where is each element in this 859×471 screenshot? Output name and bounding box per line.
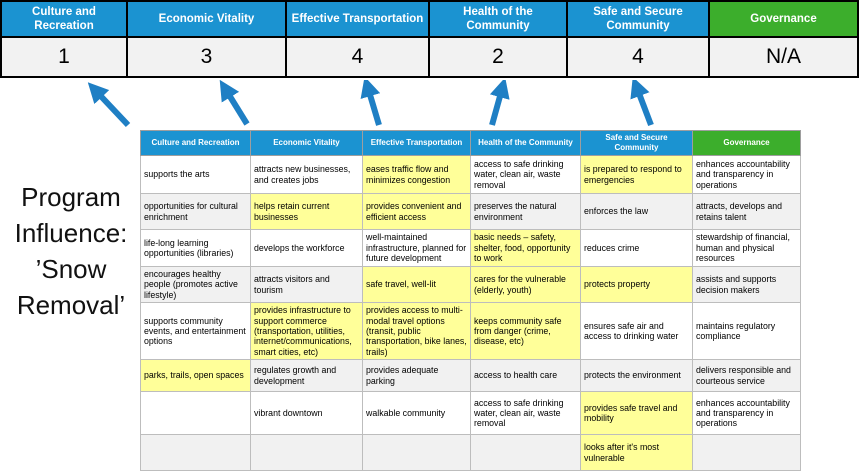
matrix-cell-highlighted: safe travel, well-lit: [362, 265, 471, 304]
matrix-header-transportation: Effective Transportation: [362, 130, 471, 156]
matrix-header-economic: Economic Vitality: [250, 130, 363, 156]
program-influence-label: Program Influence: ’Snow Removal’: [14, 182, 128, 320]
pillar-header-safe: Safe and Secure Community: [568, 2, 708, 36]
matrix-cell: stewardship of financial, human and phys…: [692, 229, 801, 267]
matrix-cell-highlighted: is prepared to respond to emergencies: [580, 155, 693, 194]
arrow-up-icon: [630, 80, 654, 127]
matrix-row: looks after it's most vulnerable: [140, 434, 801, 471]
matrix-cell-highlighted: provides safe travel and mobility: [580, 391, 693, 436]
pillar-header-transportation: Effective Transportation: [287, 2, 428, 36]
matrix-cell: enforces the law: [580, 193, 693, 230]
matrix-cell: enhances accountability and transparency…: [692, 155, 801, 194]
matrix-row: supports community events, and entertain…: [140, 302, 801, 361]
matrix-cell: assists and supports decision makers: [692, 265, 801, 304]
matrix-cell: attracts, develops and retains talent: [692, 193, 801, 230]
matrix-cell: vibrant downtown: [250, 391, 363, 436]
pillar-matrix-table: Culture and Recreation Economic Vitality…: [140, 130, 801, 471]
matrix-cell: well-maintained infrastructure, planned …: [362, 229, 471, 267]
matrix-cell: attracts visitors and tourism: [250, 265, 363, 304]
matrix-cell: reduces crime: [580, 229, 693, 267]
arrow-up-icon: [219, 80, 250, 126]
matrix-row: opportunities for cultural enrichment hel…: [140, 193, 801, 230]
matrix-cell: [250, 434, 363, 471]
matrix-cell: protects the environment: [580, 359, 693, 393]
matrix-cell-highlighted: eases traffic flow and minimizes congest…: [362, 155, 471, 194]
matrix-row: supports the arts attracts new businesses…: [140, 155, 801, 194]
matrix-header-governance: Governance: [692, 130, 801, 156]
matrix-cell-highlighted: provides infrastructure to support comme…: [250, 302, 363, 361]
pillar-header-governance: Governance: [710, 2, 857, 36]
arrow-up-icon: [489, 80, 510, 126]
matrix-cell: access to safe drinking water, clean air…: [470, 155, 581, 194]
matrix-cell-highlighted: basic needs – safety, shelter, food, opp…: [470, 229, 581, 267]
matrix-cell: regulates growth and development: [250, 359, 363, 393]
matrix-cell: access to safe drinking water, clean air…: [470, 391, 581, 436]
matrix-body: supports the arts attracts new businesses…: [140, 155, 801, 471]
pillar-header-culture: Culture and Recreation: [2, 2, 126, 36]
matrix-cell: supports the arts: [140, 155, 251, 194]
matrix-cell: develops the workforce: [250, 229, 363, 267]
matrix-cell-highlighted: keeps community safe from danger (crime,…: [470, 302, 581, 361]
matrix-cell: delivers responsible and courteous servi…: [692, 359, 801, 393]
matrix-cell-highlighted: looks after it's most vulnerable: [580, 434, 693, 471]
matrix-cell-highlighted: cares for the vulnerable (elderly, youth…: [470, 265, 581, 304]
matrix-header-safe: Safe and Secure Community: [580, 130, 693, 156]
influence-arrows: [87, 80, 654, 128]
arrow-up-icon: [87, 82, 131, 128]
matrix-cell-highlighted: parks, trails, open spaces: [140, 359, 251, 393]
matrix-cell: provides adequate parking: [362, 359, 471, 393]
arrow-up-icon: [360, 80, 382, 126]
pillar-score-safe: 4: [568, 38, 708, 76]
matrix-row: vibrant downtown walkable community access…: [140, 391, 801, 436]
matrix-cell-highlighted: provides convenient and efficient access: [362, 193, 471, 230]
matrix-cell: attracts new businesses, and creates job…: [250, 155, 363, 194]
matrix-cell: life-long learning opportunities (librar…: [140, 229, 251, 267]
matrix-cell: supports community events, and entertain…: [140, 302, 251, 361]
matrix-cell: enhances accountability and transparency…: [692, 391, 801, 436]
matrix-header-culture: Culture and Recreation: [140, 130, 251, 156]
matrix-cell-highlighted: helps retain current businesses: [250, 193, 363, 230]
matrix-cell: [470, 434, 581, 471]
matrix-row: parks, trails, open spaces regulates grow…: [140, 359, 801, 393]
matrix-cell: preserves the natural environment: [470, 193, 581, 230]
matrix-header-row: Culture and Recreation Economic Vitality…: [140, 130, 801, 156]
matrix-cell: maintains regulatory compliance: [692, 302, 801, 361]
matrix-cell: ensures safe air and access to drinking …: [580, 302, 693, 361]
matrix-row: encourages healthy people (promotes acti…: [140, 265, 801, 304]
pillar-score-transportation: 4: [287, 38, 428, 76]
scoreboard: Culture and Recreation Economic Vitality…: [0, 0, 859, 78]
matrix-cell-highlighted: protects property: [580, 265, 693, 304]
matrix-header-health: Health of the Community: [470, 130, 581, 156]
pillar-header-economic: Economic Vitality: [128, 2, 285, 36]
pillar-score-economic: 3: [128, 38, 285, 76]
matrix-cell: access to health care: [470, 359, 581, 393]
matrix-cell: [140, 391, 251, 436]
matrix-row: life-long learning opportunities (librar…: [140, 229, 801, 267]
matrix-cell: encourages healthy people (promotes acti…: [140, 265, 251, 304]
matrix-cell: walkable community: [362, 391, 471, 436]
matrix-cell: opportunities for cultural enrichment: [140, 193, 251, 230]
matrix-cell-highlighted: provides access to multi-modal travel op…: [362, 302, 471, 361]
matrix-cell: [140, 434, 251, 471]
matrix-cell: [362, 434, 471, 471]
pillar-score-governance: N/A: [710, 38, 857, 76]
pillar-score-health: 2: [430, 38, 566, 76]
matrix-cell: [692, 434, 801, 471]
pillar-score-culture: 1: [2, 38, 126, 76]
pillar-header-health: Health of the Community: [430, 2, 566, 36]
